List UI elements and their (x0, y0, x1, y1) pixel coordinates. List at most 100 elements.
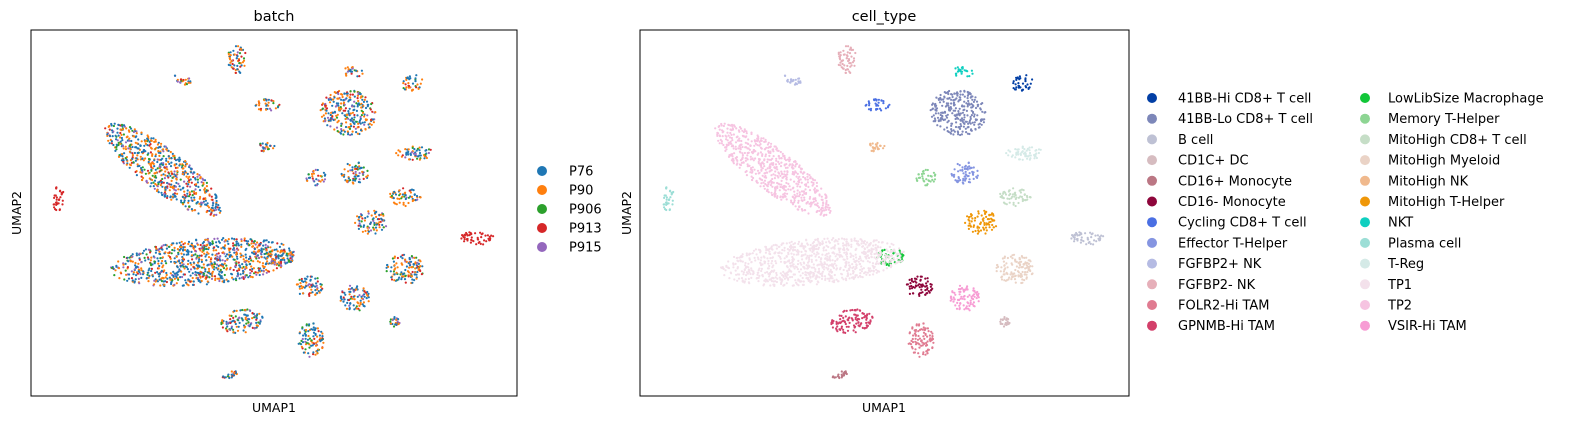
cell-type-point (796, 263, 800, 266)
cell-type-point (727, 267, 731, 270)
cell-type-point (759, 259, 763, 262)
cell-type-point (922, 326, 925, 329)
batch-point (273, 263, 276, 266)
cell-type-point (834, 244, 837, 247)
cell-type-point (924, 289, 927, 292)
batch-point (207, 206, 211, 209)
cell-type-point (792, 248, 795, 251)
batch-point (393, 273, 396, 276)
batch-point (402, 275, 405, 278)
batch-point (226, 240, 229, 243)
batch-point (415, 194, 419, 198)
cell-type-point (849, 273, 852, 276)
cell-type-point (865, 317, 868, 320)
batch-point (235, 244, 238, 247)
batch-point (247, 257, 250, 261)
cell-type-point (1023, 148, 1026, 151)
batch-point (325, 109, 328, 112)
cell-type-point (927, 330, 930, 333)
batch-point (344, 67, 347, 70)
batch-point (171, 279, 174, 282)
batch-point (367, 212, 370, 215)
batch-point (210, 212, 213, 215)
batch-point (393, 316, 396, 319)
cell-type-point (847, 45, 850, 48)
cell-type-point (755, 253, 758, 256)
batch-point (240, 238, 243, 241)
batch-point (217, 208, 220, 211)
cell-type-point (786, 78, 789, 81)
cell-type-point (893, 258, 896, 262)
batch-point (164, 251, 167, 254)
batch-point (116, 131, 119, 134)
cell-type-point (967, 224, 970, 227)
batch-point (153, 256, 156, 259)
batch-point (321, 178, 324, 181)
batch-point (399, 255, 402, 258)
batch-point (146, 273, 149, 276)
cell-type-point (999, 192, 1002, 195)
batch-point (394, 267, 397, 270)
batch-point (163, 283, 166, 286)
batch-point (200, 181, 203, 184)
batch-point (350, 72, 353, 75)
batch-point (106, 134, 109, 137)
cell-type-point (1012, 275, 1015, 278)
cell-type-point (908, 285, 911, 288)
cell-type-point (915, 285, 918, 288)
cell-type-point (1023, 193, 1026, 196)
cell-type-point (861, 312, 864, 315)
batch-point (244, 253, 247, 256)
cell-type-point (779, 257, 782, 260)
batch-point (160, 174, 163, 177)
cell-type-point (965, 69, 968, 72)
cell-type-point (917, 293, 921, 296)
cell-type-point (1019, 191, 1023, 194)
batch-point (262, 269, 265, 272)
batch-point (312, 351, 315, 354)
batch-point (344, 107, 347, 110)
cell-type-point (1023, 279, 1026, 282)
batch-point (229, 247, 232, 250)
batch-point (355, 173, 358, 176)
batch-point (177, 260, 180, 263)
batch-legend-label: P90 (569, 184, 593, 199)
batch-point (170, 243, 173, 246)
batch-point (350, 70, 354, 73)
cell-type-point (839, 321, 842, 325)
batch-point (117, 143, 120, 147)
batch-point (340, 128, 343, 131)
batch-point (146, 256, 149, 259)
batch-point (343, 130, 346, 133)
batch-point (315, 184, 318, 187)
batch-point (260, 149, 263, 152)
batch-point (270, 259, 273, 262)
batch-point (169, 260, 173, 263)
cell-type-point (943, 110, 946, 113)
batch-point (135, 174, 138, 177)
batch-point (134, 261, 137, 265)
cell-type-point (1092, 243, 1095, 246)
batch-point (202, 272, 206, 275)
batch-point (215, 195, 218, 198)
batch-point (287, 252, 290, 255)
batch-point (489, 237, 492, 240)
cell-type-point (994, 225, 998, 228)
batch-point (378, 213, 381, 216)
batch-point (364, 216, 367, 220)
cell-type-point (741, 253, 744, 256)
batch-point (350, 117, 354, 120)
batch-point (298, 332, 301, 335)
cell-type-point (1017, 86, 1020, 89)
batch-point (271, 261, 275, 264)
batch-point (266, 257, 269, 260)
batch-point (204, 270, 207, 273)
cell-type-point (959, 98, 962, 101)
batch-point (310, 288, 313, 291)
cell-type-point (887, 261, 890, 264)
batch-point (347, 133, 350, 136)
batch-point (215, 208, 218, 211)
cell-type-point (821, 275, 824, 278)
batch-point (334, 91, 337, 94)
batch-point (242, 255, 245, 258)
